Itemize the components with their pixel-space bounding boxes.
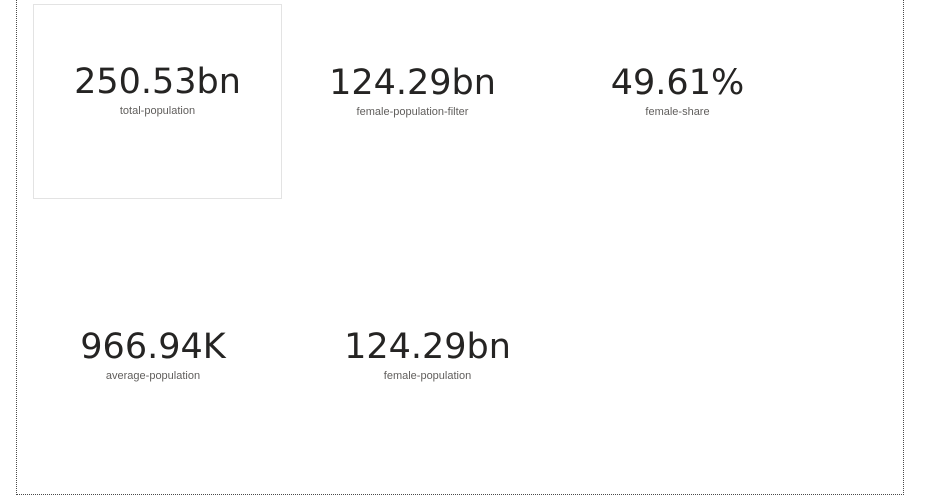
kpi-card-average-population[interactable]: 966.94K average-population — [33, 268, 273, 463]
kpi-label: female-share — [645, 105, 710, 118]
kpi-label: total-population — [119, 104, 196, 117]
kpi-value: 49.61% — [610, 62, 745, 103]
kpi-value: 124.29bn — [329, 62, 496, 103]
kpi-label: female-population — [383, 369, 472, 382]
kpi-value: 250.53bn — [74, 61, 241, 102]
kpi-card-total-population[interactable]: 250.53bn total-population — [33, 4, 282, 199]
kpi-value: 124.29bn — [344, 326, 511, 367]
kpi-card-female-share[interactable]: 49.61% female-share — [555, 4, 800, 199]
kpi-card-female-population-filter[interactable]: 124.29bn female-population-filter — [290, 4, 535, 199]
kpi-value: 966.94K — [80, 326, 226, 367]
kpi-label: female-population-filter — [356, 105, 469, 118]
kpi-card-female-population[interactable]: 124.29bn female-population — [305, 268, 550, 463]
kpi-label: average-population — [105, 369, 201, 382]
